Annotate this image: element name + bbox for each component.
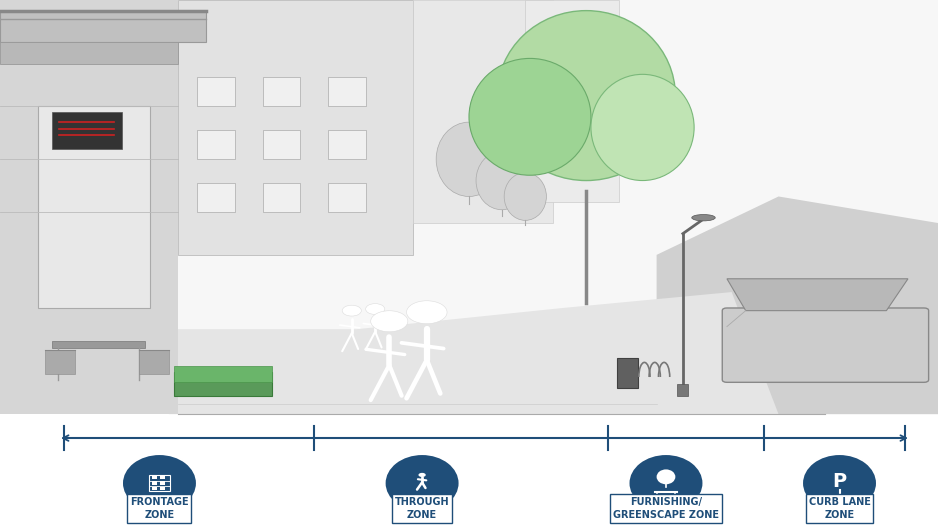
Text: FRONTAGE
ZONE: FRONTAGE ZONE bbox=[130, 497, 189, 520]
Ellipse shape bbox=[628, 454, 704, 512]
Bar bbox=[152, 482, 157, 485]
Bar bbox=[328, 77, 366, 106]
Ellipse shape bbox=[476, 151, 527, 210]
Bar bbox=[178, 0, 413, 255]
Bar bbox=[160, 476, 165, 479]
Text: CURB LANE
ZONE: CURB LANE ZONE bbox=[809, 497, 870, 520]
Bar bbox=[328, 183, 366, 212]
Bar bbox=[174, 372, 272, 396]
Bar bbox=[677, 384, 688, 396]
Circle shape bbox=[342, 305, 361, 316]
Bar bbox=[413, 0, 553, 223]
Bar bbox=[160, 487, 165, 490]
Circle shape bbox=[366, 304, 385, 314]
Ellipse shape bbox=[497, 11, 675, 181]
Bar bbox=[52, 341, 145, 348]
Text: P: P bbox=[832, 472, 847, 491]
Bar bbox=[263, 77, 300, 106]
Bar bbox=[160, 482, 165, 485]
Bar bbox=[328, 130, 366, 159]
Bar bbox=[45, 350, 75, 374]
Ellipse shape bbox=[469, 58, 591, 175]
Bar bbox=[197, 130, 234, 159]
Bar bbox=[152, 487, 157, 490]
Circle shape bbox=[406, 301, 447, 324]
Bar bbox=[197, 77, 234, 106]
Ellipse shape bbox=[505, 173, 546, 220]
Ellipse shape bbox=[436, 122, 502, 196]
Polygon shape bbox=[727, 279, 908, 311]
Bar bbox=[263, 130, 300, 159]
Text: THROUGH
ZONE: THROUGH ZONE bbox=[395, 497, 449, 520]
Bar bbox=[617, 358, 638, 388]
Text: FURNISHING/
GREENSCAPE ZONE: FURNISHING/ GREENSCAPE ZONE bbox=[613, 497, 719, 520]
Bar bbox=[149, 475, 170, 491]
Ellipse shape bbox=[691, 215, 716, 221]
Circle shape bbox=[418, 473, 426, 477]
Bar bbox=[525, 0, 619, 202]
Bar bbox=[174, 366, 272, 382]
Ellipse shape bbox=[802, 454, 877, 512]
Bar bbox=[52, 112, 122, 149]
Circle shape bbox=[371, 311, 408, 332]
Bar bbox=[263, 183, 300, 212]
Bar bbox=[0, 0, 938, 414]
Ellipse shape bbox=[591, 74, 694, 181]
Ellipse shape bbox=[657, 469, 675, 484]
Bar bbox=[0, 11, 206, 42]
Ellipse shape bbox=[122, 454, 197, 512]
Polygon shape bbox=[657, 196, 938, 414]
Bar bbox=[152, 476, 157, 479]
Bar bbox=[0, 42, 178, 64]
Polygon shape bbox=[169, 292, 779, 414]
Bar bbox=[0, 0, 178, 414]
Bar bbox=[38, 106, 150, 308]
Bar bbox=[139, 350, 169, 374]
Bar bbox=[197, 183, 234, 212]
Ellipse shape bbox=[385, 454, 460, 512]
FancyBboxPatch shape bbox=[722, 308, 929, 382]
